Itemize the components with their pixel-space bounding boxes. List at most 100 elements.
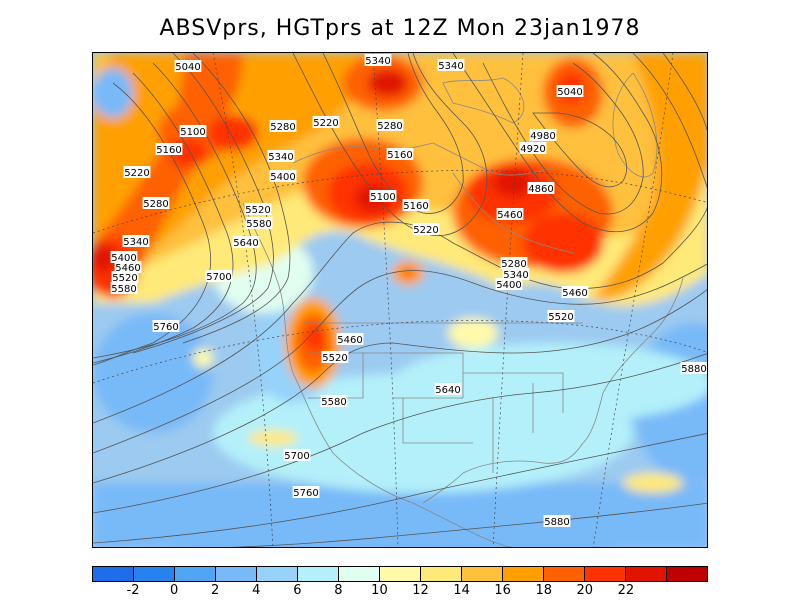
svg-text:5640: 5640 (233, 238, 258, 249)
map-panel: 5040 5340 5340 5040 5100 5280 5220 5280 4980 5160… (92, 52, 708, 548)
colorbar-segment (462, 567, 503, 581)
contour-label: 5220 (412, 223, 440, 236)
svg-text:5340: 5340 (123, 237, 148, 248)
svg-text:4860: 4860 (528, 184, 553, 195)
contour-label: 5280 (269, 120, 297, 133)
contour-label: 5640 (232, 236, 260, 249)
contour-label: 4920 (519, 142, 547, 155)
contour-label: 4860 (527, 182, 555, 195)
contour-label: 5880 (680, 362, 707, 375)
svg-text:5280: 5280 (143, 199, 168, 210)
contour-label: 5580 (110, 282, 138, 295)
svg-text:5100: 5100 (370, 192, 395, 203)
svg-text:5520: 5520 (245, 205, 270, 216)
colorbar-tick-label: 16 (494, 583, 511, 598)
colorbar-tick-label: 0 (169, 583, 179, 598)
svg-text:5160: 5160 (387, 150, 412, 161)
map-boundaries (242, 72, 684, 547)
contour-label: 5580 (245, 217, 273, 230)
contour-label: 5220 (312, 116, 340, 129)
contour-label: 5400 (495, 278, 523, 291)
contour-label: 5160 (402, 199, 430, 212)
contour-label: 5340 (364, 54, 392, 67)
svg-text:5340: 5340 (268, 152, 293, 163)
colorbar-tick-label: 8 (334, 583, 343, 598)
svg-text:5580: 5580 (321, 397, 346, 408)
svg-text:5460: 5460 (497, 210, 522, 221)
svg-text:5520: 5520 (112, 273, 137, 284)
colorbar-tick-label: 10 (371, 583, 388, 598)
colorbar-segment (380, 567, 421, 581)
colorbar-tick-label: 4 (252, 583, 261, 598)
colorbar-tick-label: 6 (293, 583, 302, 598)
contour-label: 5640 (434, 383, 462, 396)
svg-text:5220: 5220 (313, 118, 338, 129)
colorbar-segment (93, 567, 134, 581)
contour-label: 5280 (500, 257, 528, 270)
colorbar-segment (175, 567, 216, 581)
contour-label: 5460 (114, 261, 142, 274)
svg-text:5040: 5040 (557, 87, 582, 98)
colorbar-segment (339, 567, 380, 581)
contour-label: 5340 (437, 59, 465, 72)
contour-label: 5280 (376, 119, 404, 132)
svg-text:5400: 5400 (496, 280, 521, 291)
svg-text:4920: 4920 (520, 144, 545, 155)
colorbar-tick-label: 22 (617, 583, 635, 598)
contour-label: 5040 (174, 60, 202, 73)
contour-label: 5580 (320, 395, 348, 408)
colorbar-segment (134, 567, 175, 581)
colorbar-tick-label: 20 (576, 583, 594, 598)
colorbar-segment (216, 567, 257, 581)
svg-text:4980: 4980 (530, 131, 555, 142)
contour-label: 5460 (496, 208, 524, 221)
svg-text:5580: 5580 (111, 284, 136, 295)
contour-label: 4980 (529, 129, 557, 142)
colorbar-segment (421, 567, 462, 581)
svg-text:5700: 5700 (206, 272, 231, 283)
svg-text:5880: 5880 (544, 517, 569, 528)
svg-text:5400: 5400 (111, 253, 136, 264)
contour-label: 5160 (386, 148, 414, 161)
svg-text:5640: 5640 (435, 385, 460, 396)
colorbar-tick-label: -2 (126, 583, 140, 598)
colorbar-segment (503, 567, 544, 581)
svg-text:5880: 5880 (681, 364, 706, 375)
colorbar-segment (257, 567, 298, 581)
svg-text:5280: 5280 (270, 122, 295, 133)
colorbar-segment (585, 567, 626, 581)
colorbar-tick-label: 12 (412, 583, 429, 598)
contour-label: 5460 (336, 333, 364, 346)
contour-label: 5340 (502, 268, 530, 281)
colorbar (92, 566, 708, 582)
contour-label: 5040 (556, 85, 584, 98)
colorbar-segment (544, 567, 585, 581)
svg-text:5160: 5160 (156, 145, 181, 156)
svg-text:5340: 5340 (503, 270, 528, 281)
colorbar-segment (298, 567, 339, 581)
contour-label: 5280 (142, 197, 170, 210)
svg-text:5280: 5280 (377, 121, 402, 132)
svg-text:5460: 5460 (562, 288, 587, 299)
svg-text:5160: 5160 (403, 201, 428, 212)
contour-label: 5160 (155, 143, 183, 156)
contour-label: 5100 (369, 190, 397, 203)
contour-label: 5520 (111, 271, 139, 284)
svg-text:5460: 5460 (337, 335, 362, 346)
contour-label: 5220 (123, 166, 151, 179)
contour-label: 5400 (110, 251, 138, 264)
contour-labels: 5040 5340 5340 5040 5100 5280 5220 5280 4980 5160… (110, 54, 707, 528)
svg-text:5100: 5100 (180, 127, 205, 138)
svg-text:5580: 5580 (246, 219, 271, 230)
svg-text:5760: 5760 (153, 322, 178, 333)
contour-label: 5520 (547, 310, 575, 323)
svg-text:5220: 5220 (124, 168, 149, 179)
colorbar-tick-labels: -2 0 2 4 6 8 10 12 14 16 18 20 22 (92, 583, 708, 599)
svg-text:5340: 5340 (365, 56, 390, 67)
svg-text:5220: 5220 (413, 225, 438, 236)
map-title: ABSVprs, HGTprs at 12Z Mon 23jan1978 (159, 16, 641, 41)
colorbar-segment (667, 567, 707, 581)
contour-label: 5700 (283, 449, 311, 462)
svg-text:5280: 5280 (501, 259, 526, 270)
svg-text:5340: 5340 (438, 61, 463, 72)
